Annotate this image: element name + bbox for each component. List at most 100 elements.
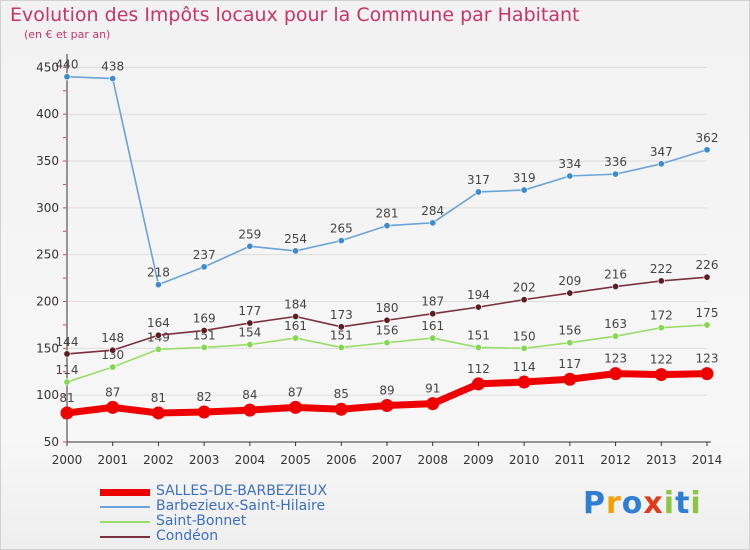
data-label-condeon: 180: [376, 301, 399, 315]
data-label-salles-de-barbezieux: 85: [334, 387, 349, 401]
data-point-condeon: [657, 277, 665, 285]
data-point-salles-de-barbezieux: [106, 400, 120, 414]
data-label-condeon: 209: [558, 274, 581, 288]
data-label-barbezieux-saint-hilaire: 284: [421, 204, 444, 218]
data-label-condeon: 177: [238, 304, 261, 318]
data-label-saint-bonnet: 114: [56, 363, 79, 377]
y-tick-label: 300: [36, 201, 59, 215]
data-point-saint-bonnet: [429, 334, 437, 342]
x-tick-label: 2013: [646, 453, 677, 467]
data-point-salles-de-barbezieux: [151, 406, 165, 420]
data-label-saint-bonnet: 151: [467, 328, 490, 342]
series-line-barbezieux-saint-hilaire: [66, 75, 708, 286]
data-label-salles-de-barbezieux: 91: [425, 382, 440, 396]
data-point-saint-bonnet: [337, 343, 345, 351]
data-label-condeon: 169: [193, 312, 216, 326]
legend-swatch: [100, 489, 150, 496]
proxiti-logo: Proxiti: [583, 486, 702, 521]
data-point-barbezieux-saint-hilaire: [383, 222, 391, 230]
data-point-saint-bonnet: [246, 341, 254, 349]
data-point-barbezieux-saint-hilaire: [200, 263, 208, 271]
logo-letter: P: [583, 486, 606, 521]
data-label-barbezieux-saint-hilaire: 317: [467, 173, 490, 187]
data-point-barbezieux-saint-hilaire: [520, 186, 528, 194]
legend-swatch: [100, 536, 150, 538]
data-point-saint-bonnet: [383, 339, 391, 347]
data-point-salles-de-barbezieux: [609, 367, 623, 381]
logo-letter: i: [690, 486, 702, 521]
data-point-saint-bonnet: [612, 332, 620, 340]
data-point-condeon: [566, 289, 574, 297]
data-point-barbezieux-saint-hilaire: [63, 73, 71, 81]
data-label-salles-de-barbezieux: 122: [650, 353, 673, 367]
data-point-salles-de-barbezieux: [334, 402, 348, 416]
data-label-salles-de-barbezieux: 81: [151, 391, 166, 405]
data-label-saint-bonnet: 156: [558, 324, 581, 338]
x-tick-label: 2009: [463, 453, 494, 467]
data-label-barbezieux-saint-hilaire: 362: [696, 131, 719, 145]
data-point-saint-bonnet: [520, 344, 528, 352]
data-label-condeon: 173: [330, 308, 353, 322]
logo-letter: r: [606, 486, 622, 521]
chart-title: Evolution des Impôts locaux pour la Comm…: [10, 4, 580, 26]
x-tick-label: 2006: [326, 453, 357, 467]
logo-letter: t: [675, 486, 691, 521]
data-label-salles-de-barbezieux: 82: [197, 390, 212, 404]
y-tick-label: 350: [36, 154, 59, 168]
data-label-salles-de-barbezieux: 123: [604, 352, 627, 366]
chart-subtitle: (en € et par an): [24, 28, 111, 41]
data-label-barbezieux-saint-hilaire: 347: [650, 145, 673, 159]
data-label-salles-de-barbezieux: 112: [467, 362, 490, 376]
data-point-barbezieux-saint-hilaire: [474, 188, 482, 196]
x-tick-label: 2004: [235, 453, 266, 467]
data-point-condeon: [612, 283, 620, 291]
x-tick-label: 2012: [600, 453, 631, 467]
data-point-condeon: [109, 346, 117, 354]
x-tick-label: 2011: [555, 453, 586, 467]
data-point-condeon: [520, 296, 528, 304]
data-label-saint-bonnet: 150: [513, 329, 536, 343]
data-point-salles-de-barbezieux: [517, 375, 531, 389]
data-label-saint-bonnet: 161: [421, 319, 444, 333]
legend-swatch: [100, 521, 150, 523]
data-label-barbezieux-saint-hilaire: 254: [284, 232, 307, 246]
data-label-salles-de-barbezieux: 117: [558, 357, 581, 371]
data-point-salles-de-barbezieux: [380, 398, 394, 412]
data-label-barbezieux-saint-hilaire: 440: [56, 58, 79, 72]
y-tick-label: 250: [36, 248, 59, 262]
data-point-condeon: [429, 310, 437, 318]
data-label-condeon: 226: [696, 258, 719, 272]
data-label-salles-de-barbezieux: 89: [379, 383, 394, 397]
data-label-condeon: 184: [284, 297, 307, 311]
data-point-saint-bonnet: [703, 321, 711, 329]
data-point-barbezieux-saint-hilaire: [337, 237, 345, 245]
data-label-saint-bonnet: 130: [101, 348, 124, 362]
x-tick-label: 2014: [692, 453, 723, 467]
x-tick-label: 2000: [52, 453, 83, 467]
data-point-barbezieux-saint-hilaire: [429, 219, 437, 227]
data-point-saint-bonnet: [154, 345, 162, 353]
data-label-condeon: 187: [421, 295, 444, 309]
data-point-barbezieux-saint-hilaire: [109, 75, 117, 83]
data-label-salles-de-barbezieux: 84: [242, 388, 257, 402]
x-tick-label: 2005: [280, 453, 311, 467]
legend-label: SALLES-DE-BARBEZIEUX: [156, 483, 328, 499]
y-tick-label: 100: [36, 388, 59, 402]
logo-letter: o: [621, 486, 644, 521]
x-tick-label: 2008: [417, 453, 448, 467]
y-tick-label: 450: [36, 60, 59, 74]
data-point-salles-de-barbezieux: [654, 368, 668, 382]
data-label-barbezieux-saint-hilaire: 336: [604, 155, 627, 169]
data-label-barbezieux-saint-hilaire: 265: [330, 222, 353, 236]
y-tick-label: 150: [36, 341, 59, 355]
data-point-salles-de-barbezieux: [243, 403, 257, 417]
x-tick-label: 2002: [143, 453, 174, 467]
data-label-saint-bonnet: 161: [284, 319, 307, 333]
data-point-condeon: [63, 350, 71, 358]
data-label-condeon: 222: [650, 262, 673, 276]
data-label-saint-bonnet: 151: [330, 328, 353, 342]
data-label-barbezieux-saint-hilaire: 334: [558, 157, 581, 171]
data-point-salles-de-barbezieux: [197, 405, 211, 419]
